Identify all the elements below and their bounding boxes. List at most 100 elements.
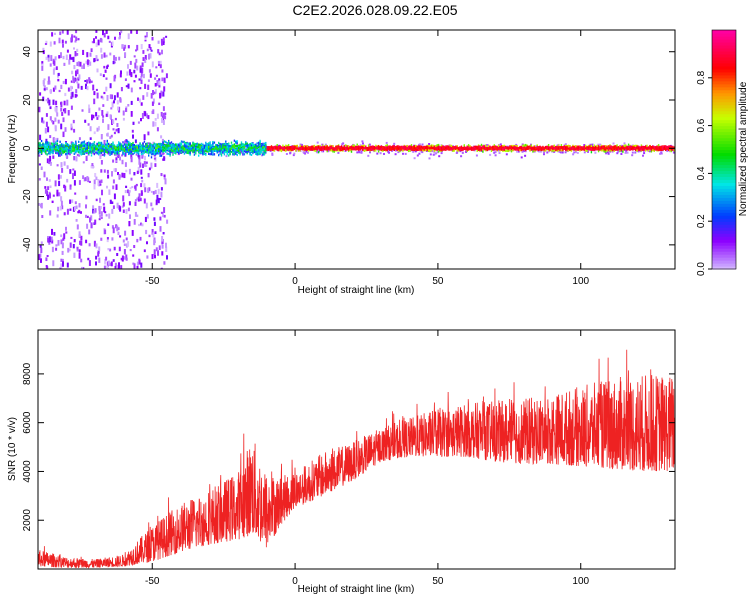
spectrogram-cell <box>136 214 139 217</box>
spectrogram-cell <box>53 149 56 152</box>
spectrogram-cell <box>173 144 176 148</box>
spectrogram-cell <box>249 149 251 152</box>
spectrogram-cell <box>140 144 143 147</box>
spectrogram-cell <box>345 147 347 150</box>
spectrogram-cell <box>282 146 284 149</box>
spectrogram-cell <box>127 83 130 89</box>
spectrogram-cell <box>273 147 276 150</box>
spectrogram-cell <box>78 203 81 208</box>
spectrogram-cell <box>249 147 251 150</box>
spectrogram-cell <box>202 143 204 146</box>
spectrogram-cell <box>49 236 51 243</box>
spectrogram-cell <box>51 120 54 123</box>
spectrogram-cell <box>404 152 407 155</box>
spectrogram-cell <box>128 152 130 156</box>
spectrogram-cell <box>385 146 387 149</box>
spectrogram-cell <box>68 248 71 252</box>
spectrogram-cell <box>87 257 90 261</box>
spectrogram-cell <box>326 150 328 153</box>
spectrogram-cell <box>146 48 149 52</box>
spectrogram-cell <box>112 119 115 124</box>
spectrogram-cell <box>289 148 291 151</box>
spectrogram-cell <box>427 149 430 152</box>
spectrogram-cell <box>188 145 190 148</box>
spectrogram-cell <box>73 252 76 258</box>
spectrogram-cell <box>461 151 464 154</box>
spectrogram-cell <box>143 147 146 150</box>
spectrogram-cell <box>81 109 84 112</box>
spectrogram-cell <box>136 265 139 269</box>
spectrogram-cell <box>269 149 272 152</box>
spectrogram-cell <box>95 261 97 266</box>
spectrogram-cell <box>188 143 190 146</box>
spectrogram-cell <box>89 137 92 140</box>
spectrogram-cell <box>90 80 93 83</box>
spectrogram-cell <box>92 208 95 214</box>
spectrogram-cell <box>48 80 51 85</box>
spectrogram-cell <box>40 202 43 209</box>
spectrogram-cell <box>150 151 153 154</box>
spectrogram-cell <box>306 145 308 148</box>
spectrogram-cell <box>132 121 135 125</box>
spectrogram-cell <box>193 153 196 156</box>
spectrogram-cell <box>99 37 102 43</box>
spectrogram-cell <box>258 153 260 156</box>
spectrogram-cell <box>168 139 170 143</box>
spectrogram-cell <box>87 123 90 126</box>
spectrogram-cell <box>120 143 123 146</box>
spectrogram-cell <box>168 152 170 156</box>
spectrogram-cell <box>233 148 236 151</box>
spectrogram-cell <box>365 145 367 148</box>
spectrogram-cell <box>445 146 447 150</box>
spectrogram-cell <box>49 135 52 139</box>
spectrogram-cell <box>665 149 668 152</box>
spectrogram-cell <box>45 40 48 45</box>
spectrogram-cell <box>206 146 208 150</box>
spectrogram-cell <box>256 153 258 156</box>
spectrogram-cell <box>63 149 66 152</box>
spectrogram-cell <box>336 146 338 149</box>
spectrogram-cell <box>359 144 362 147</box>
spectrogram-cell <box>387 145 390 148</box>
spectrogram-cell <box>209 153 211 156</box>
spectrogram-cell <box>144 155 146 161</box>
spectrogram-cell <box>279 145 281 148</box>
spectrogram-cell <box>52 143 54 146</box>
spectrogram-cell <box>285 145 287 148</box>
spectrogram-cell <box>157 250 159 256</box>
spectrogram-cell <box>65 152 68 158</box>
spectrogram-cell <box>238 145 240 148</box>
spectrogram-cell <box>597 143 600 146</box>
spectrogram-cell <box>246 148 248 151</box>
spectrogram-cell <box>203 150 206 153</box>
spectrogram-cell <box>111 101 114 108</box>
spectrogram-cell <box>42 143 44 146</box>
spectrogram-cell <box>131 186 134 189</box>
spectrogram-cell <box>453 147 455 150</box>
spectrogram-cell <box>362 142 364 145</box>
spectrogram-cell <box>142 145 144 148</box>
spectrogram-cell <box>126 148 128 151</box>
spectrogram-cell <box>100 206 102 210</box>
spectrogram-cell <box>169 147 171 150</box>
spectrogram-cell <box>327 146 330 149</box>
spectrogram-cell <box>140 222 142 226</box>
spectrogram-cell <box>124 78 127 81</box>
spectrogram-cell <box>56 152 59 155</box>
spectrogram-cell <box>122 202 125 207</box>
spectrogram-cell <box>299 148 301 151</box>
spectrogram-cell <box>59 152 61 155</box>
spectrogram-cell <box>452 149 454 152</box>
spectrogram-cell <box>287 146 290 149</box>
spectrogram-cell <box>49 210 52 216</box>
spectrogram-cell <box>239 148 241 151</box>
spectrogram-cell <box>156 194 159 201</box>
spectrogram-cell <box>76 150 78 153</box>
spectrogram-cell <box>223 151 226 154</box>
spectrogram-cell <box>39 151 41 154</box>
spectrogram-cell <box>265 141 267 145</box>
spectrogram-cell <box>290 148 293 151</box>
spectrogram-cell <box>178 143 180 147</box>
spectrogram-cell <box>215 145 217 148</box>
spectrogram-cell <box>624 151 627 154</box>
